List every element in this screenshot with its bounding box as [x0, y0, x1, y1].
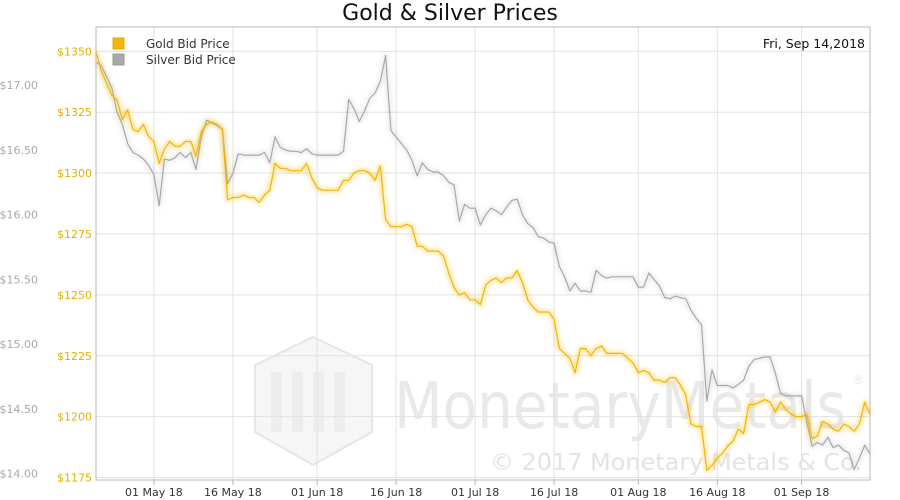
- legend-gold-label: Gold Bid Price: [146, 37, 230, 51]
- left-axis: $14.00 $14.50 $15.00 $15.50 $16.00 $16.50 $17.…: [0, 79, 38, 480]
- silver-series-line: [95, 54, 871, 471]
- x-tick-label: 16 Aug 18: [689, 486, 745, 499]
- x-tick-label: 01 Sep 18: [774, 486, 830, 499]
- right-axis: $1175 $1200 $1225 $1250 $1275 $1300 $1325 $1350: [57, 45, 92, 484]
- grid: [96, 27, 870, 480]
- series-layer: [93, 50, 873, 473]
- right-tick-label: $1300: [57, 167, 92, 180]
- right-tick-label: $1275: [57, 228, 92, 241]
- legend: Gold Bid Price Silver Bid Price: [112, 37, 236, 67]
- right-tick-label: $1250: [57, 289, 92, 302]
- x-tick-label: 16 Jun 18: [370, 486, 422, 499]
- left-tick-label: $17.00: [0, 79, 38, 92]
- x-axis: 01 May 18 16 May 18 01 Jun 18 16 Jun 18 01 J…: [125, 480, 829, 499]
- right-tick-label: $1200: [57, 411, 92, 424]
- plot-frame: [95, 26, 871, 481]
- gold-series-line: [95, 51, 871, 471]
- date-label: Fri, Sep 14,2018: [763, 36, 865, 51]
- right-tick-label: $1225: [57, 350, 92, 363]
- x-tick-label: 01 Jun 18: [291, 486, 343, 499]
- legend-silver-label: Silver Bid Price: [146, 53, 236, 67]
- legend-item-gold[interactable]: Gold Bid Price: [112, 37, 230, 51]
- right-tick-label: $1350: [57, 45, 92, 58]
- watermark-registered: ®: [852, 373, 865, 388]
- legend-item-silver[interactable]: Silver Bid Price: [112, 53, 236, 67]
- chart-title: Gold & Silver Prices: [342, 1, 558, 26]
- x-tick-label: 01 Aug 18: [610, 486, 666, 499]
- left-tick-label: $14.00: [0, 468, 38, 481]
- left-tick-label: $15.00: [0, 338, 38, 351]
- x-tick-label: 01 May 18: [125, 486, 183, 499]
- watermark-copyright: © 2017 Monetary Metals & Co.: [490, 450, 862, 476]
- x-tick-label: 01 Jul 18: [451, 486, 499, 499]
- left-tick-label: $14.50: [0, 403, 38, 416]
- right-tick-label: $1175: [57, 472, 92, 485]
- watermark-logo-icon: [254, 335, 373, 467]
- x-tick-label: 16 May 18: [204, 486, 262, 499]
- left-tick-label: $15.50: [0, 273, 38, 286]
- legend-gold-swatch: [112, 37, 125, 50]
- left-tick-label: $16.00: [0, 209, 38, 222]
- legend-silver-swatch: [112, 53, 125, 66]
- x-tick-label: 16 Jul 18: [530, 486, 578, 499]
- right-tick-label: $1325: [57, 106, 92, 119]
- left-tick-label: $16.50: [0, 144, 38, 157]
